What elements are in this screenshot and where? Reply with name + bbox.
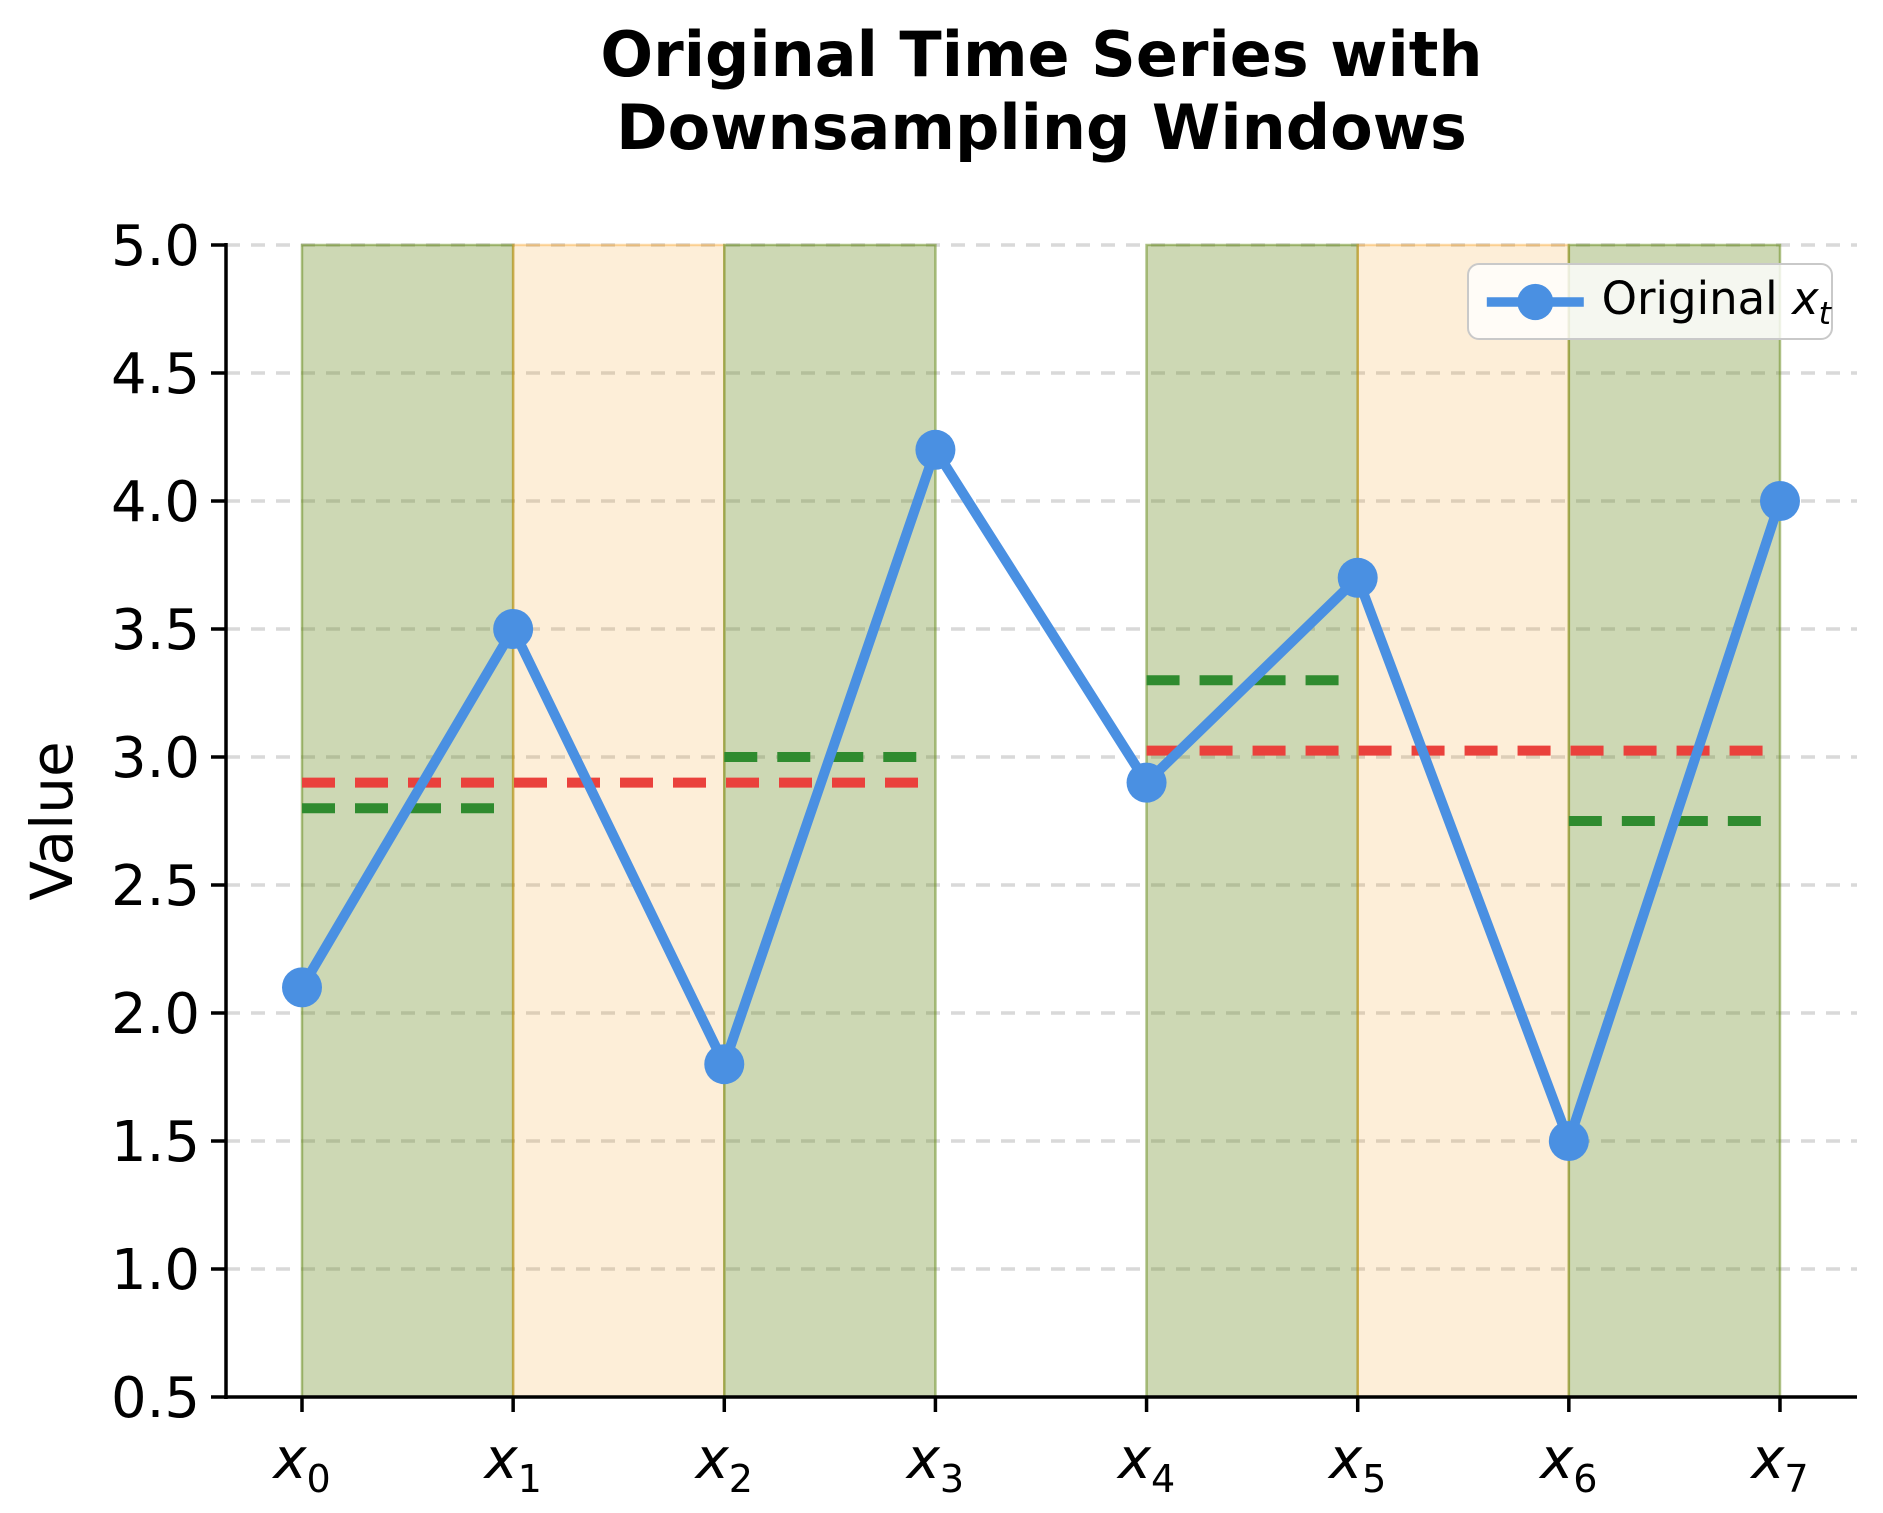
x-tick-label: x1: [482, 1427, 541, 1501]
x-tick-label: x0: [271, 1427, 330, 1501]
y-tick-label: 3.5: [111, 598, 200, 663]
y-tick-label: 4.0: [111, 470, 200, 535]
legend-marker-sample: [1517, 283, 1554, 320]
window-band-green: [300, 243, 515, 1399]
window-band-orange: [1356, 243, 1571, 1399]
chart-title-line1: Original Time Series with: [600, 18, 1483, 91]
x-tick-label: x4: [1116, 1427, 1175, 1501]
y-tick-label: 2.0: [111, 982, 200, 1047]
data-point-marker: [1126, 762, 1167, 803]
legend-label: Original xt: [1601, 271, 1831, 332]
y-tick-label: 3.0: [111, 726, 200, 791]
y-tick-label: 5.0: [111, 214, 200, 279]
y-tick-label: 2.5: [111, 854, 200, 919]
window-band-orange: [511, 243, 726, 1399]
x-tick-label: x3: [905, 1427, 964, 1501]
x-tick-label: x2: [694, 1427, 753, 1501]
x-tick-label: x7: [1749, 1427, 1808, 1501]
y-tick-label: 1.5: [111, 1110, 200, 1175]
y-tick-label: 1.0: [111, 1238, 200, 1303]
data-point-marker: [1548, 1121, 1589, 1161]
legend-series-icon: [1486, 283, 1584, 320]
x-tick-label: x5: [1327, 1427, 1386, 1501]
chart-title: Original Time Series with Downsampling W…: [226, 18, 1857, 164]
data-point-marker: [282, 967, 322, 1008]
y-tick-label: 0.5: [111, 1366, 200, 1431]
data-point-marker: [1759, 481, 1800, 521]
window-band-green: [1145, 243, 1359, 1399]
x-tick-label: x6: [1538, 1427, 1597, 1501]
window-band-green: [723, 243, 937, 1399]
data-point-marker: [1337, 557, 1378, 598]
data-point-marker: [915, 429, 956, 470]
chart-title-line2: Downsampling Windows: [616, 91, 1467, 165]
y-tick-label: 4.5: [111, 342, 200, 407]
series-line: [297, 444, 1785, 1146]
data-point-marker: [704, 1044, 745, 1085]
data-point-marker: [493, 609, 534, 649]
legend: Original xt: [1467, 263, 1833, 340]
